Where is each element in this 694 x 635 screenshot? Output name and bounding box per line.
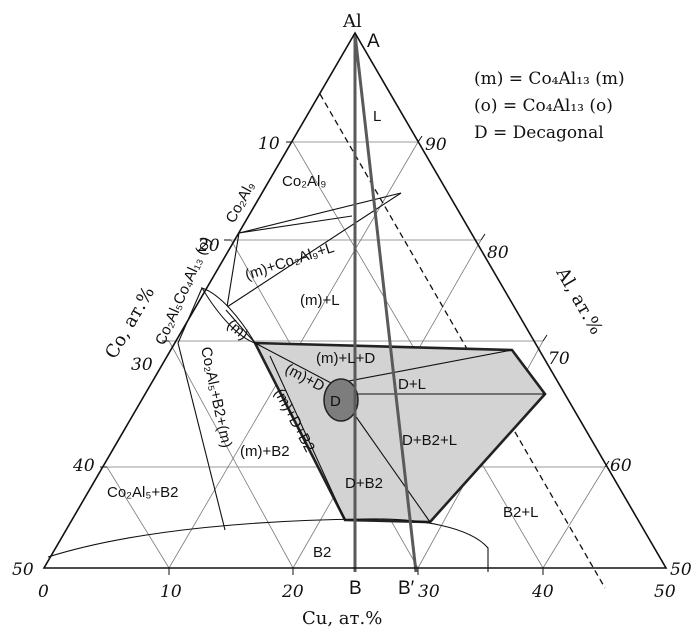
al-tick: 90 bbox=[425, 135, 447, 155]
point-label-b-prime: B′ bbox=[398, 578, 415, 599]
al-axis-ticks: 90 80 70 60 50 bbox=[425, 135, 692, 580]
al-tick: 80 bbox=[487, 243, 509, 263]
co-tick: 50 bbox=[12, 560, 34, 580]
cu-axis-title: Cu, ат.% bbox=[302, 608, 382, 629]
region-label-co2al9: Co₂Al₉ bbox=[282, 173, 326, 190]
co-axis-title: Co, ат.% bbox=[101, 283, 159, 362]
co-tick: 20 bbox=[197, 236, 220, 256]
ternary-triangle-outline bbox=[42, 31, 668, 569]
region-label-m-co2al9-l: (m)+Co₂Al₉+L bbox=[243, 239, 336, 284]
al-tick: 50 bbox=[670, 560, 692, 580]
co-tick: 40 bbox=[72, 456, 95, 476]
apex-label-al: Al bbox=[342, 11, 362, 32]
region-label-m-l: (m)+L bbox=[300, 292, 340, 309]
region-label-d-l: D+L bbox=[398, 376, 426, 393]
legend-line-m: (m) = Co₄Al₁₃ (m) bbox=[474, 69, 625, 89]
legend: (m) = Co₄Al₁₃ (m) (o) = Co₄Al₁₃ (o) D = … bbox=[474, 69, 625, 143]
legend-line-d: D = Decagonal bbox=[474, 123, 604, 143]
region-label-d-b2-l: D+B2+L bbox=[402, 432, 457, 449]
cu-tick: 50 bbox=[654, 582, 676, 602]
region-label-m-b2: (m)+B2 bbox=[240, 443, 290, 460]
co-tick: 30 bbox=[131, 355, 153, 375]
dashed-reference-line bbox=[319, 93, 606, 589]
legend-line-o: (o) = Co₄Al₁₃ (o) bbox=[474, 96, 613, 116]
phase-boundaries bbox=[47, 192, 545, 572]
cu-tick: 0 bbox=[38, 582, 49, 602]
al-axis-title: Al, ат.% bbox=[551, 263, 607, 338]
al-tick: 60 bbox=[610, 456, 632, 476]
region-label-b2: B2 bbox=[313, 544, 331, 561]
cu-tick: 30 bbox=[418, 582, 440, 602]
al-tick: 70 bbox=[548, 349, 570, 369]
point-label-b: B bbox=[349, 578, 362, 599]
region-label-co2al9-edge: Co₂Al₉ bbox=[223, 179, 259, 226]
cu-axis-ticks: 0 10 20 30 40 50 bbox=[38, 582, 676, 602]
region-label-d-b2: D+B2 bbox=[345, 475, 383, 492]
region-labels: L Co₂Al₉ Co₂Al₉ (m)+Co₂Al₉+L (m)+L Co₂Al… bbox=[107, 108, 538, 561]
region-label-d: D bbox=[330, 393, 341, 410]
region-label-co2al5-b2-m: Co₂Al₅+B2+(m) bbox=[197, 345, 235, 449]
axis-tick-marks bbox=[100, 135, 610, 575]
co-axis-ticks: 10 20 30 40 50 bbox=[12, 134, 280, 580]
cu-tick: 40 bbox=[531, 582, 554, 602]
co-tick: 10 bbox=[258, 134, 280, 154]
cu-tick: 20 bbox=[281, 582, 304, 602]
decagonal-phase-region bbox=[323, 378, 359, 422]
region-label-l: L bbox=[373, 108, 381, 125]
cu-tick: 10 bbox=[160, 582, 182, 602]
line-a-b-prime bbox=[353, 33, 418, 573]
point-label-a: A bbox=[367, 31, 380, 52]
region-label-m-l-d: (m)+L+D bbox=[316, 350, 375, 367]
region-label-b2-l: B2+L bbox=[503, 504, 538, 521]
region-label-co2al5-b2: Co₂Al₅+B2 bbox=[107, 484, 178, 501]
